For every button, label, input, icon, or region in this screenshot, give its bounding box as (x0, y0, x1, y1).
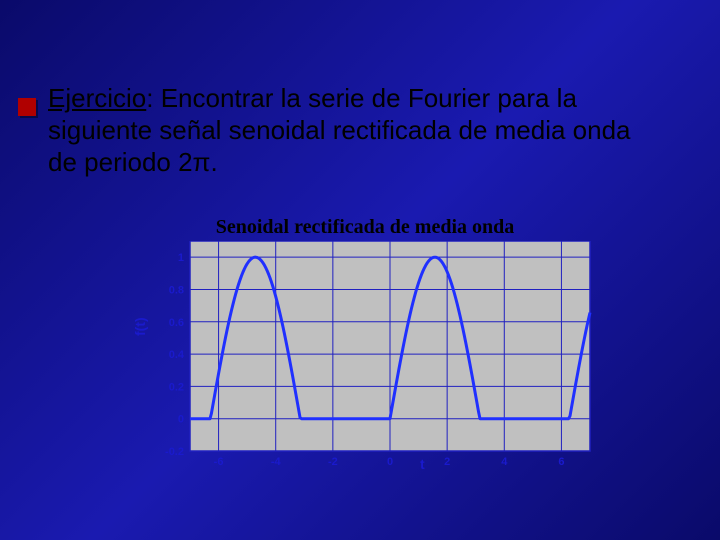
svg-text:2: 2 (444, 456, 450, 468)
svg-text:-6: -6 (214, 456, 224, 468)
svg-text:0: 0 (178, 414, 184, 426)
svg-text:0.4: 0.4 (169, 349, 185, 361)
chart-container: Senoidal rectificada de media onda -6-4-… (130, 216, 600, 481)
chart-title: Senoidal rectificada de media onda (130, 216, 600, 239)
half-wave-chart: -6 -4 -2 0 2 4 6 -0.2 0 0.2 0.4 0.6 0.8 1 (130, 241, 600, 481)
svg-text:0: 0 (387, 456, 393, 468)
svg-text:0.6: 0.6 (169, 317, 184, 329)
svg-text:-0.2: -0.2 (165, 446, 184, 458)
x-axis-label: t (420, 456, 425, 472)
bullet-square (18, 98, 36, 116)
svg-text:4: 4 (501, 456, 508, 468)
svg-text:-2: -2 (328, 456, 338, 468)
exercise-word: Ejercicio (48, 83, 146, 113)
svg-text:6: 6 (558, 456, 564, 468)
exercise-text: Ejercicio: Encontrar la serie de Fourier… (48, 82, 648, 178)
svg-text:-4: -4 (271, 456, 282, 468)
y-axis-label: f(t) (132, 317, 148, 336)
svg-text:0.8: 0.8 (169, 284, 184, 296)
svg-text:0.2: 0.2 (169, 381, 184, 393)
svg-text:1: 1 (178, 252, 184, 264)
